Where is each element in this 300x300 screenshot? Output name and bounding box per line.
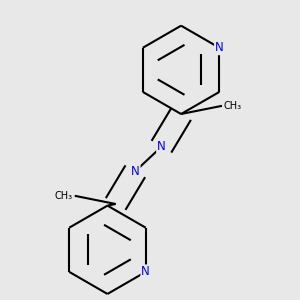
Text: N: N (215, 41, 224, 54)
Text: N: N (157, 140, 166, 153)
Text: N: N (131, 165, 140, 178)
Text: N: N (141, 266, 150, 278)
Text: CH₃: CH₃ (224, 101, 242, 111)
Text: CH₃: CH₃ (55, 191, 73, 201)
